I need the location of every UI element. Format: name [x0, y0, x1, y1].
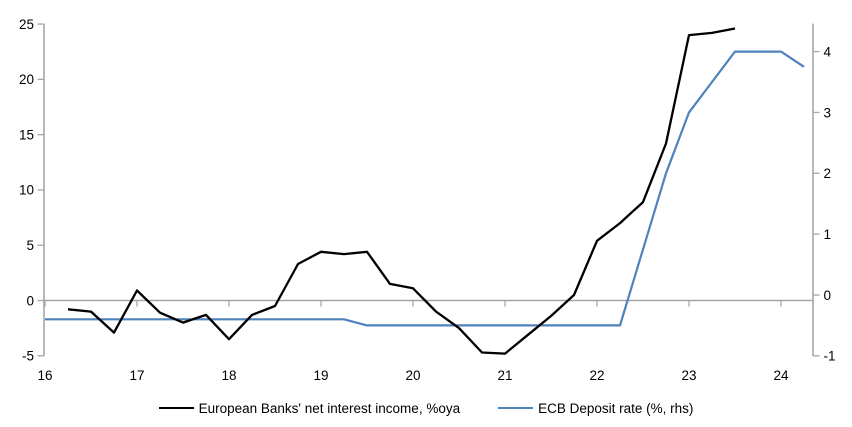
- chart-legend: European Banks' net interest income, %oy…: [0, 391, 852, 425]
- y-axis-left-label: -5: [22, 349, 34, 364]
- legend-item-ecb: ECB Deposit rate (%, rhs): [498, 401, 693, 416]
- y-axis-left-label: 0: [26, 293, 34, 308]
- ecb-legend-label: ECB Deposit rate (%, rhs): [538, 400, 694, 416]
- y-axis-left-label: 5: [26, 238, 34, 253]
- nii-line-swatch: [158, 407, 194, 409]
- y-axis-left-label: 20: [19, 72, 34, 87]
- x-axis-label: 19: [313, 368, 328, 383]
- ecb-line: [45, 50, 805, 327]
- y-axis-left-label: 10: [19, 183, 34, 198]
- nii-legend-label: European Banks' net interest income, %oy…: [198, 400, 461, 416]
- x-axis-label: 22: [589, 368, 604, 383]
- y-axis-right-label: 0: [824, 288, 832, 303]
- nii-line: [67, 27, 736, 355]
- y-axis-left-label: 25: [19, 17, 34, 32]
- x-axis-label: 24: [773, 368, 789, 383]
- y-axis-right-label: 3: [824, 105, 832, 120]
- y-axis-right-label: 2: [824, 166, 832, 181]
- x-axis-label: 21: [497, 368, 512, 383]
- x-axis-label: 17: [129, 368, 144, 383]
- x-axis-label: 23: [681, 368, 696, 383]
- y-axis-right-label: 1: [824, 227, 832, 242]
- y-axis-right-label: 4: [824, 44, 832, 59]
- legend-item-nii: European Banks' net interest income, %oy…: [158, 400, 461, 416]
- x-axis-label: 20: [405, 368, 420, 383]
- y-axis-right-label: -1: [824, 349, 836, 364]
- ecb-line-swatch: [498, 407, 534, 409]
- y-axis-left-label: 15: [19, 127, 34, 142]
- x-axis-label: 16: [37, 368, 52, 383]
- x-axis-label: 18: [221, 368, 236, 383]
